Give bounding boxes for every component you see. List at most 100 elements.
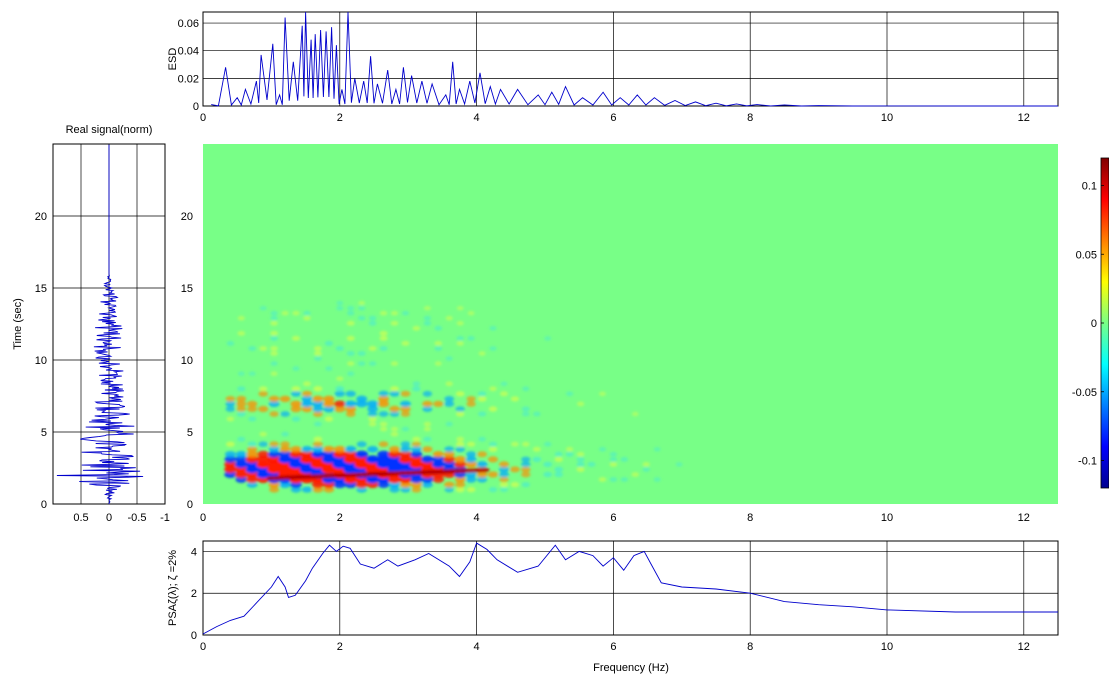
spectrogram-energy-cell [479,467,490,473]
spectrogram-energy-cell [598,447,607,452]
psa-y-axis-label: PSAζ(λ); ζ =2% [167,550,179,626]
spectrogram-energy-cell [378,390,389,397]
spectrogram-energy-cell [544,336,552,341]
spectrogram-energy-cell [236,411,246,417]
spectrogram-energy-cell [289,450,303,458]
spectrogram-energy-cell [443,451,455,458]
spectrogram-energy-cell [576,466,585,472]
spectrogram-energy-cell [455,441,465,447]
spectrogram-energy-cell [224,460,237,468]
spectrogram-energy-cell [400,400,411,408]
spectrogram-energy-cell [466,486,476,493]
spectrogram-energy-cell [368,416,377,422]
spectrogram-energy-cell [434,325,443,331]
psa-x-tick-labels: 0 2 4 6 8 10 12 [200,641,1030,653]
spectrogram-energy-cell [390,386,399,392]
psa-y-tick-label: 0 [191,630,197,642]
spectrogram-energy-cell [465,476,477,483]
spectrogram-energy-cell [377,450,390,458]
real-signal-y-tick-label: 15 [35,283,47,295]
spectrogram-energy-cell [378,395,390,403]
spectrogram-energy-cell [445,315,453,321]
spectrogram-energy-cell [445,356,453,361]
spectrogram-energy-cell [235,451,247,458]
real-signal-x-tick-label: 0.5 [73,512,88,524]
spectrogram-energy-cell [390,431,399,437]
spectrogram-energy-cell [576,456,585,462]
spectrogram-energy-cell [522,411,530,417]
spectrogram-energy-cell [466,401,476,407]
spectrogram-energy-cell [323,445,335,453]
psa-x-tick-label: 6 [610,641,616,653]
spectrogram-energy-cell [237,386,246,392]
spectrogram-energy-cell [291,416,301,422]
spectrogram-energy-cell [455,486,465,493]
spectrogram-energy-cell [522,386,530,392]
spectrogram-energy-cell [488,487,498,493]
spectrogram-energy-cell [226,441,235,447]
spectrogram-energy-cell [399,450,412,458]
spectrogram-energy-cell [389,411,400,417]
esd-series-line [211,11,1058,107]
esd-x-tick-label: 8 [747,112,753,124]
spectrogram-energy-cell [270,351,278,356]
spectrogram-energy-cell [334,390,345,397]
spectrogram-energy-cell [576,451,585,457]
spectrogram-energy-cell [258,441,268,448]
spectrogram-energy-cell [314,356,322,361]
spectrogram-energy-cell [477,391,487,397]
spectrogram-energy-cell [259,306,267,311]
spectrogram-energy-cell [303,381,311,387]
spectrogram-energy-cell [456,336,465,341]
spectrogram-energy-cell [400,446,411,453]
spectrogram-energy-cell [270,346,278,351]
spectrogram-energy-cell [224,471,237,478]
spectrogram-energy-cell [313,411,323,417]
real-signal-series-line [56,144,144,504]
spectrogram-energy-cell [431,460,445,469]
spectrogram-energy-cell [323,395,335,403]
spectrogram-energy-cell [510,396,520,402]
spectrogram-energy-cell [389,486,400,493]
esd-y-tick-label: 0 [193,101,199,113]
spectrogram-energy-cell [423,320,432,326]
spectrogram-energy-cell [312,400,324,408]
spectrogram-x-tick-label: 10 [881,512,893,524]
spectrogram-energy-cell [521,461,531,468]
spectrogram-energy-cell [377,400,390,408]
spectrogram-energy-cell [456,321,464,326]
psa-y-tick-label: 4 [191,546,197,558]
spectrogram-energy-cell [289,455,303,464]
spectrogram-energy-cell [444,400,455,407]
spectrogram-energy-cell [259,346,268,351]
spectrogram-energy-cell [346,335,355,341]
spectrogram-energy-cell [420,460,434,469]
spectrogram-energy-cell [358,300,366,306]
spectrogram-energy-cell [609,452,618,457]
spectrogram-energy-cell [400,486,411,493]
spectrogram-energy-cell [270,310,278,316]
spectrogram-energy-cell [376,455,391,464]
spectrogram-energy-cell [368,315,377,321]
spectrogram-energy-cell [335,386,345,392]
spectrogram-energy-cell [235,476,248,483]
spectrogram-energy-cell [354,455,369,464]
spectrogram-energy-cell [368,320,377,326]
spectrogram-energy-cell [322,450,336,458]
spectrogram-energy-cell [345,445,357,453]
spectrogram-energy-cell [456,341,464,346]
spectrogram-energy-cell [247,441,257,448]
spectrogram-energy-cell [653,447,661,452]
spectrogram-energy-cell [365,455,380,464]
spectrogram-x-tick-label: 8 [747,512,753,524]
spectrogram-energy-cell [487,456,499,463]
spectrogram-energy-cell [237,331,246,336]
spectrogram-energy-cell [444,481,455,488]
spectrogram-energy-cell [333,450,347,458]
psa-grid [202,541,1058,636]
spectrogram-energy-cell [225,406,236,412]
spectrogram-energy-cell [368,346,377,351]
spectrogram-energy-cell [521,471,531,478]
esd-y-tick-label: 0.02 [178,73,199,85]
spectrogram-energy-cell [347,371,355,377]
